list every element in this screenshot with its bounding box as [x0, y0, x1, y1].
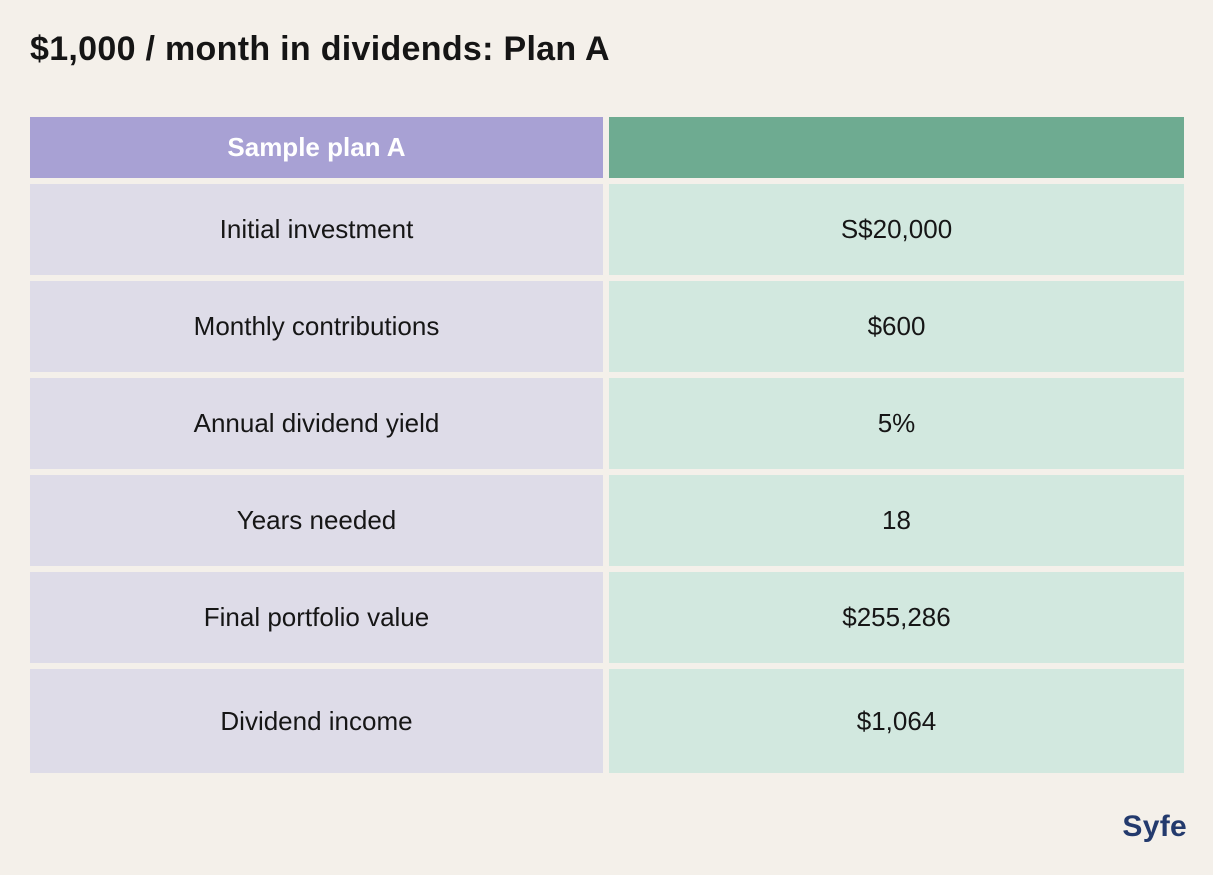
table-row-label-cell: Final portfolio value: [30, 572, 603, 663]
row-value: $1,064: [856, 705, 937, 736]
row-label: Annual dividend yield: [193, 408, 440, 438]
row-label: Years needed: [236, 505, 397, 535]
row-label: Final portfolio value: [203, 602, 430, 632]
table-header-label: Sample plan A: [227, 132, 406, 162]
row-value: $600: [867, 311, 926, 341]
row-value: $255,286: [842, 602, 951, 632]
table-row-label-cell: Years needed: [30, 475, 603, 566]
row-value: 5%: [877, 408, 916, 438]
row-label: Monthly contributions: [193, 311, 440, 341]
row-label: Initial investment: [219, 214, 414, 244]
table-row-value-cell: $1,064: [609, 669, 1184, 773]
table-row-label-cell: Initial investment: [30, 184, 603, 275]
syfe-logo: Syfe: [1122, 810, 1187, 843]
page-title: $1,000 / month in dividends: Plan A: [30, 30, 610, 68]
row-value: S$20,000: [840, 214, 953, 244]
table-row-value-cell: 5%: [609, 378, 1184, 469]
table-row-label-cell: Annual dividend yield: [30, 378, 603, 469]
row-label: Dividend income: [220, 705, 413, 736]
table-row-label-cell: Dividend income: [30, 669, 603, 773]
table-row-value-cell: S$20,000: [609, 184, 1184, 275]
row-value: 18: [882, 505, 911, 535]
table-row-label-cell: Monthly contributions: [30, 281, 603, 372]
table-row-value-cell: $600: [609, 281, 1184, 372]
plan-table: Sample plan A Initial investment S$20,00…: [30, 117, 1184, 773]
table-row-value-cell: $255,286: [609, 572, 1184, 663]
table-row-value-cell: 18: [609, 475, 1184, 566]
table-header-value-cell: [609, 117, 1184, 178]
table-header-label-cell: Sample plan A: [30, 117, 603, 178]
